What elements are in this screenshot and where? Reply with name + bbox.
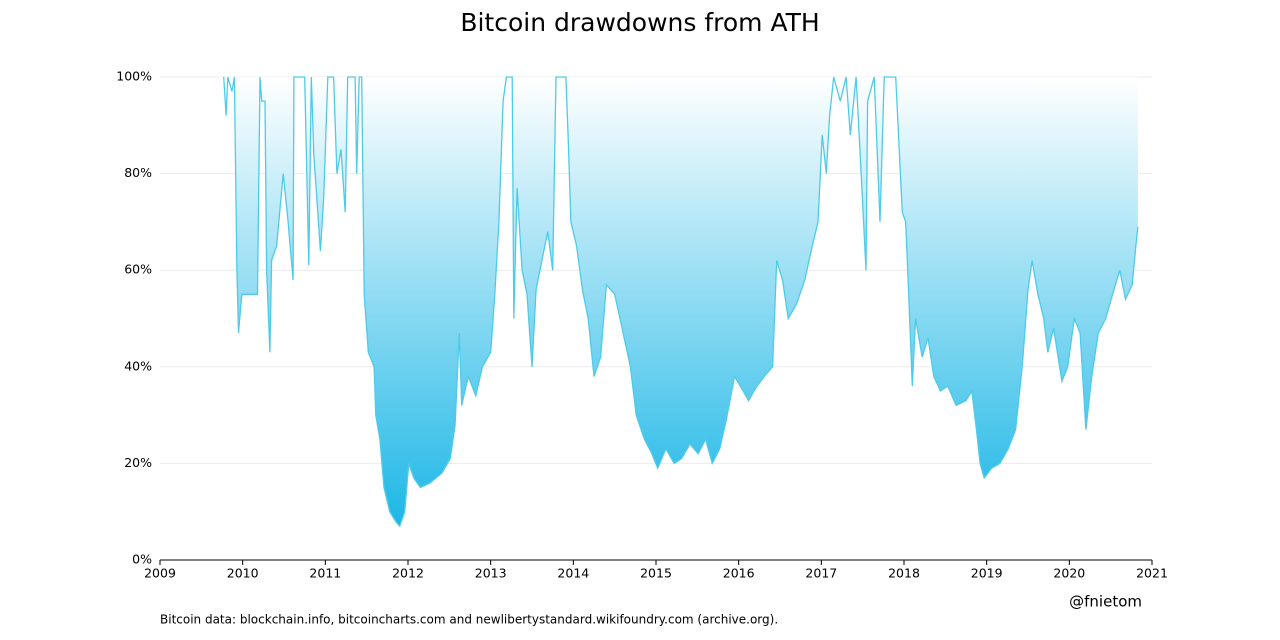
x-tick-label: 2019 [971,566,1003,581]
x-tick-label: 2020 [1053,566,1085,581]
x-tick-label: 2013 [475,566,507,581]
x-tick-label: 2018 [888,566,920,581]
y-tick-label: 20% [124,455,152,470]
y-tick-label: 100% [116,69,152,84]
footnote: Bitcoin data: blockchain.info, bitcoinch… [160,613,778,627]
x-tick-label: 2010 [227,566,259,581]
y-tick-label: 40% [124,358,152,373]
x-tick-label: 2021 [1136,566,1168,581]
line [223,76,1139,528]
x-tick-label: 2012 [392,566,424,581]
x-tick-label: 2016 [723,566,755,581]
x-tick-label: 2017 [805,566,837,581]
chart-title: Bitcoin drawdowns from ATH [460,8,819,37]
x-tick-label: 2014 [557,566,589,581]
x-tick-label: 2015 [640,566,672,581]
x-tick-label: 2011 [309,566,341,581]
y-tick-label: 60% [124,262,152,277]
y-tick-label: 0% [132,552,152,567]
y-tick-label: 80% [124,165,152,180]
x-tick-label: 2009 [144,566,176,581]
area-fill [223,77,1138,527]
watermark: @fnietom [1069,593,1142,611]
